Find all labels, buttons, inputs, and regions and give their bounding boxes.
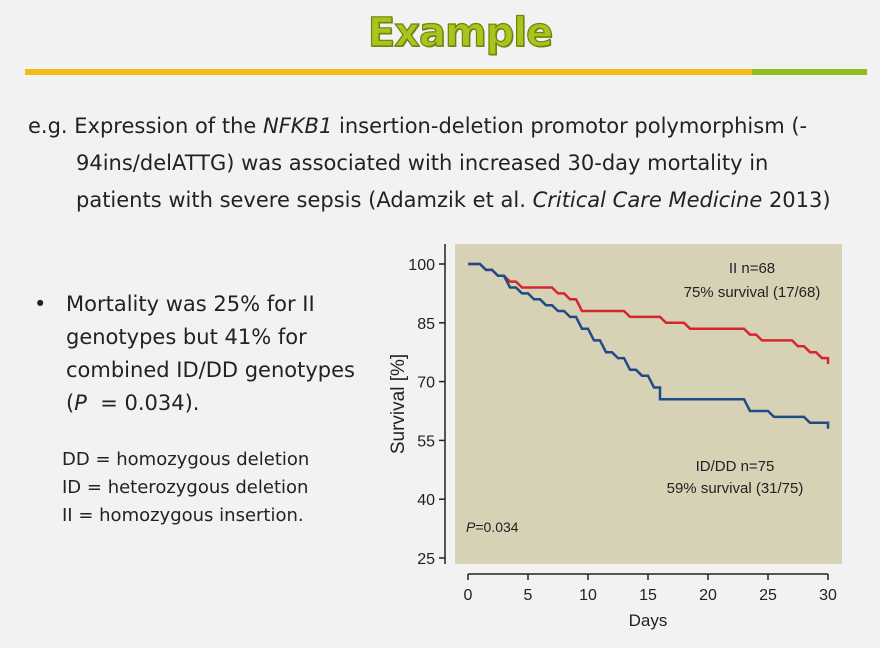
y-tick-label: 100 [408, 257, 435, 274]
p-letter: P [466, 519, 476, 535]
title-rule-yellow [25, 69, 752, 75]
ii-group-label: II n=68 [729, 260, 775, 277]
intro-text: patients with severe sepsis (Adamzik et … [76, 188, 533, 212]
slide-title: Example [367, 9, 553, 56]
x-axis-label: Days [629, 611, 668, 630]
x-tick-label: 0 [464, 587, 473, 604]
y-axis-label: Survival [%] [388, 354, 409, 454]
intro-text: e.g. Expression of the [28, 114, 263, 138]
y-tick-label: 85 [417, 316, 435, 333]
y-tick-label: 55 [417, 433, 435, 450]
x-tick-label: 30 [819, 587, 837, 604]
p-value-label: P=0.034 [466, 519, 519, 535]
x-tick-label: 5 [524, 587, 533, 604]
bullet-line: genotypes but 41% for [66, 325, 307, 349]
definition-id: ID = heterozygous deletion [62, 477, 309, 498]
iddd-group-label: ID/DD n=75 [696, 458, 775, 475]
intro-line-2: 94ins/delATTG) was associated with incre… [28, 145, 858, 182]
title-rule-green [752, 69, 867, 75]
x-tick-label: 15 [639, 587, 657, 604]
title-rule [25, 69, 867, 75]
definition-dd: DD = homozygous deletion [62, 449, 310, 470]
y-tick-label: 70 [417, 375, 435, 392]
x-tick-label: 25 [759, 587, 777, 604]
x-tick-label: 10 [579, 587, 597, 604]
intro-line-1: e.g. Expression of the NFKB1 insertion-d… [28, 108, 858, 145]
bullet-text-part: ( [66, 391, 75, 415]
ii-survival-label: 75% survival (17/68) [684, 284, 821, 301]
survival-curve-id-dd [468, 262, 830, 429]
p-value: =0.034 [475, 519, 518, 535]
bullet-line: Mortality was 25% for II [66, 292, 315, 316]
genotype-definitions: DD = homozygous deletion ID = heterozygo… [62, 446, 309, 530]
survival-chart: 25 40 55 70 85 100 0 5 10 15 20 25 30 Days Survival [%… [388, 244, 842, 630]
iddd-survival-label: 59% survival (31/75) [667, 480, 804, 497]
journal-name: Critical Care Medicine [532, 188, 763, 212]
x-tick-label: 20 [699, 587, 717, 604]
y-tick-label: 40 [417, 492, 435, 509]
plot-background [455, 244, 842, 564]
bullet-line: combined ID/DD genotypes [66, 358, 355, 382]
gene-name: NFKB1 [263, 114, 333, 138]
bullet-line: (P = 0.034). [66, 387, 376, 420]
bullet-text-part: = 0.034). [86, 391, 200, 415]
p-letter: P [74, 391, 87, 415]
y-tick-label: 25 [417, 551, 435, 568]
intro-text: 2013) [762, 188, 831, 212]
bullet-text: Mortality was 25% for II genotypes but 4… [66, 288, 376, 420]
intro-line-3: patients with severe sepsis (Adamzik et … [28, 182, 858, 219]
bullet-dot: • [34, 292, 47, 316]
definition-ii: II = homozygous insertion. [62, 505, 304, 526]
intro-text: 94ins/delATTG) was associated with incre… [76, 151, 769, 175]
intro-paragraph: e.g. Expression of the NFKB1 insertion-d… [28, 108, 858, 219]
intro-text: insertion-deletion promotor polymorphism… [332, 114, 808, 138]
